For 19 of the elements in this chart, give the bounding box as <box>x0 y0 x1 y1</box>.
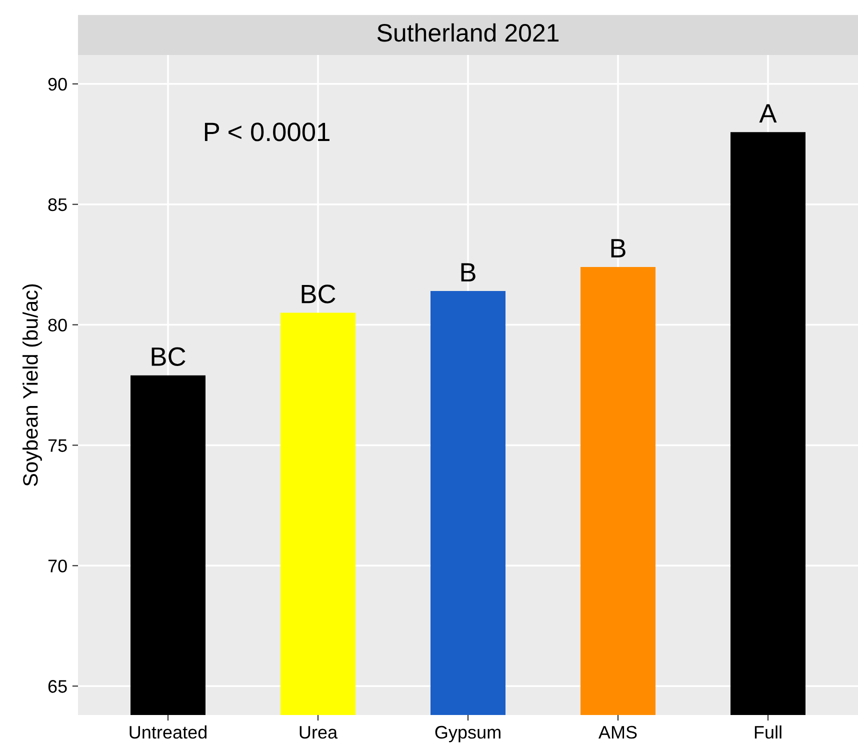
y-tick-label: 65 <box>48 680 67 693</box>
x-tick-label: AMS <box>598 726 637 739</box>
annotation: A <box>759 104 777 122</box>
y-axis-title: Soybean Yield (bu/ac) <box>22 284 42 486</box>
x-tick-label: Gypsum <box>435 726 500 742</box>
annotation: BC <box>152 347 186 366</box>
annotation: B <box>461 263 476 282</box>
annotation: P < 0.0001 <box>204 122 330 142</box>
annotation: B <box>611 239 626 258</box>
y-tick-label: 90 <box>48 78 67 91</box>
y-tick-label: 75 <box>48 439 67 452</box>
x-tick-label: Urea <box>300 726 338 739</box>
annotation: BC <box>302 284 336 304</box>
y-tick-label: 80 <box>48 318 67 332</box>
x-tick-label: Untreated <box>130 725 206 739</box>
chart-title: Sutherland 2021 <box>377 23 559 42</box>
y-tick-label: 70 <box>48 560 67 572</box>
x-tick-label: Full <box>754 725 782 739</box>
y-tick-label: 85 <box>48 198 67 212</box>
